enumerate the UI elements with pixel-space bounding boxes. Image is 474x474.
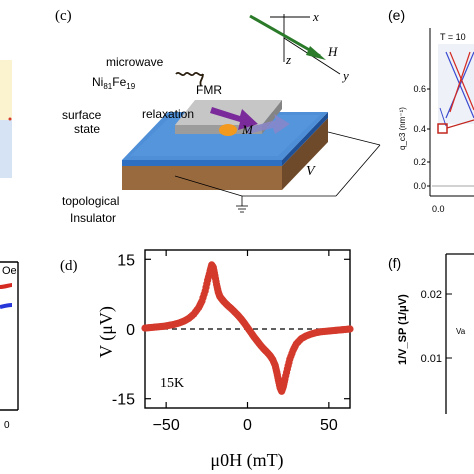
magnetization-m-label: M <box>241 122 254 137</box>
panel-e-ytick-2: 0.2 <box>413 157 426 167</box>
y-tick-label: 0 <box>126 322 135 339</box>
panel-f-ytick-0: 0.02 <box>421 289 442 301</box>
panel-e-ytick-1: 0.4 <box>413 124 426 134</box>
voltage-v-label: V <box>306 164 316 179</box>
x-tick-label: 50 <box>320 417 338 434</box>
y-tick-label: -15 <box>112 392 135 409</box>
state-label: state <box>74 122 100 136</box>
relaxation-label: relaxation <box>142 107 194 121</box>
h-field-arrowhead <box>306 46 326 60</box>
data-point <box>346 325 354 333</box>
nife-label: Ni81Fe19 <box>92 75 136 91</box>
relaxation-spot <box>219 124 237 136</box>
panel-e-ylabel: q_c3 (nm⁻¹) <box>398 107 407 150</box>
panel-f-label: (f) <box>388 255 401 271</box>
panel-f-inset-text: Va <box>456 327 466 336</box>
panel-e-temperature: T = 10 <box>440 32 466 42</box>
microwave-wave-icon <box>175 71 204 87</box>
panel-d-temperature: 15K <box>160 376 184 391</box>
voltage-circuit: V <box>174 131 381 213</box>
axis-x-label: x <box>312 9 319 24</box>
x-tick-label: −50 <box>153 417 180 434</box>
panel-d: (d) 15 0 -15 −50 0 50 15K μ0H (mT) V (μV) <box>60 249 354 471</box>
insulator-label: Insulator <box>70 211 116 225</box>
magnetization-arrow <box>210 107 258 130</box>
x-tick-label: 0 <box>243 417 252 434</box>
axis-z-label: z <box>285 52 291 67</box>
panel-e-ytick-0: 0.6 <box>413 84 426 94</box>
left-cropped-bottom-panel: Oe 0 <box>0 261 19 431</box>
left-cropped-top-panel <box>0 60 12 178</box>
insulator-side-face <box>282 118 328 190</box>
panel-e-xtick: 0.0 <box>432 204 445 214</box>
field-h-label: H <box>327 44 338 59</box>
panel-e-ytick-3: 0.0 <box>413 181 426 191</box>
axis-y-label: y <box>341 68 349 83</box>
coordinate-axes: x y z H <box>249 9 349 83</box>
panel-d-data-points <box>141 261 354 395</box>
panel-e: (e) 0.6 0.4 0.2 0.0 0.0 q_c3 (nm⁻¹) T = … <box>388 7 474 214</box>
panel-c: (c) x y z H <box>55 8 381 225</box>
panel-c-label: (c) <box>55 8 72 24</box>
panel-f-ytick-1: 0.01 <box>421 353 442 365</box>
insulator-front-face <box>122 166 282 190</box>
panel-e-label: (e) <box>388 7 405 23</box>
panel-d-axes: 15 0 -15 −50 0 50 <box>112 250 350 434</box>
left-oe-label: Oe <box>2 265 17 277</box>
panel-f: (f) 0.02 0.01 1/V_SP (1/μV) Va <box>388 253 474 414</box>
surface-label: surface <box>62 108 102 122</box>
panel-e-marker <box>437 123 448 134</box>
microwave-label: microwave <box>106 55 164 69</box>
y-tick-label: 15 <box>117 252 135 269</box>
fmr-label: FMR <box>196 83 222 97</box>
panel-d-ylabel: V (μV) <box>96 306 117 358</box>
panel-f-ylabel: 1/V_SP (1/μV) <box>397 294 409 365</box>
panel-d-xlabel: μ0H (mT) <box>210 450 283 471</box>
m-shadow-arrow <box>246 114 290 134</box>
left-x-tick: 0 <box>4 420 10 431</box>
topological-label: topological <box>62 194 119 208</box>
panel-d-label: (d) <box>60 258 78 274</box>
